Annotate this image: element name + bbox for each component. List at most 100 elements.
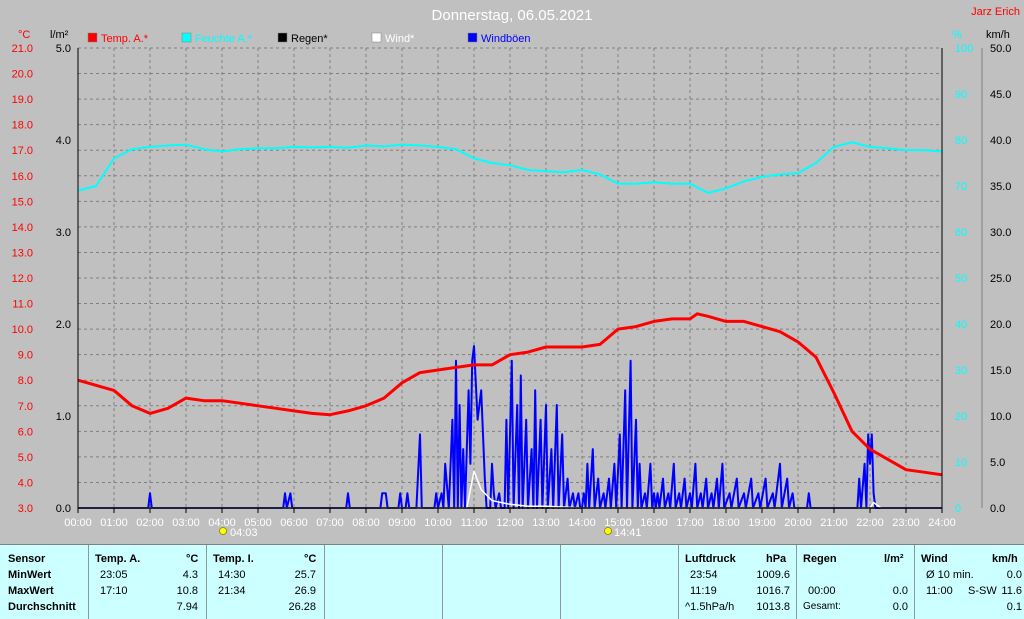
temp-i-min-time: 14:30	[218, 569, 246, 581]
legend-label: Regen*	[291, 33, 328, 45]
humidity-tick-label: 0	[955, 503, 961, 515]
temp-i-avg-value: 26.28	[288, 601, 316, 613]
row-label-max: MaxWert	[8, 585, 54, 597]
table-divider	[324, 545, 325, 619]
wind-tick-label: 40.0	[990, 135, 1011, 147]
humidity-tick-label: 70	[955, 181, 967, 193]
temp-a-avg-value: 7.94	[176, 601, 198, 613]
pressure-max-value: 1016.7	[756, 585, 790, 597]
x-tick-label: 16:00	[640, 517, 668, 529]
chart-axes: 00:00 01:00 02:00 03:00 04:00 05:00 06:00 07:00…	[12, 43, 1012, 529]
temp-tick-label: 12.0	[12, 273, 33, 285]
humidity-tick-label: 100	[955, 43, 973, 55]
legend-swatch	[181, 32, 192, 43]
wind-tick-label: 0.0	[990, 503, 1005, 515]
x-tick-label: 10:00	[424, 517, 452, 529]
temp-tick-label: 7.0	[18, 401, 33, 413]
wind-tick-label: 20.0	[990, 319, 1011, 331]
temp-tick-label: 15.0	[12, 196, 33, 208]
x-tick-label: 00:00	[64, 517, 92, 529]
table-divider	[560, 545, 561, 619]
x-tick-label: 06:00	[280, 517, 308, 529]
x-tick-label: 18:00	[712, 517, 740, 529]
rain-tick-label: 3.0	[56, 227, 71, 239]
temp-tick-label: 9.0	[18, 350, 33, 362]
wind-avg-value: 0.0	[1006, 569, 1022, 581]
wind-tick-label: 45.0	[990, 89, 1011, 101]
temp-a-min-value: 4.3	[182, 569, 198, 581]
temp-tick-label: 10.0	[12, 324, 33, 336]
chart-title: Donnerstag, 06.05.2021	[432, 7, 593, 24]
wind-max-direction: S-SW	[968, 585, 997, 597]
temp-a-max-time: 17:10	[100, 585, 128, 597]
x-tick-label: 14:00	[568, 517, 596, 529]
temp-a-min-time: 23:05	[100, 569, 128, 581]
temp-tick-label: 3.0	[18, 503, 33, 515]
temp-i-unit: °C	[304, 553, 317, 565]
sensor-header: Sensor	[8, 553, 46, 565]
wind-mean-value: 0.1	[1006, 601, 1022, 613]
table-divider	[914, 545, 915, 619]
x-tick-label: 11:00	[461, 517, 488, 529]
temp-a-max-value: 10.8	[176, 585, 198, 597]
sunset-label: 14:41	[614, 527, 642, 539]
x-tick-label: 07:00	[316, 517, 344, 529]
x-tick-label: 09:00	[388, 517, 416, 529]
x-tick-label: 19:00	[748, 517, 776, 529]
temp-i-min-value: 25.7	[294, 569, 316, 581]
x-tick-label: 12:00	[496, 517, 524, 529]
pressure-min-time: 23:54	[690, 569, 718, 581]
table-divider	[442, 545, 443, 619]
rain-max-value: 0.0	[892, 585, 908, 597]
legend-swatch	[467, 32, 478, 43]
sunrise-label: 04:03	[230, 527, 258, 539]
legend-label: Wind*	[385, 33, 415, 45]
wind-avg-label: Ø 10 min.	[926, 569, 974, 581]
table-divider	[88, 545, 89, 619]
legend-swatch	[87, 32, 98, 43]
x-tick-label: 23:00	[892, 517, 920, 529]
temp-i-max-time: 21:34	[218, 585, 246, 597]
rain-tick-label: 2.0	[56, 319, 71, 331]
rain-max-time: 00:00	[808, 585, 836, 597]
sunrise-marker: 04:03	[219, 527, 258, 539]
author-label: Jarz Erich	[971, 6, 1020, 18]
humidity-unit-label: %	[952, 29, 962, 41]
statistics-table: Sensor MinWert MaxWert Durchschnitt Temp…	[0, 544, 1024, 619]
wind-tick-label: 50.0	[990, 43, 1011, 55]
temp-tick-label: 19.0	[12, 94, 33, 106]
temp-a-header: Temp. A.	[95, 553, 141, 565]
x-tick-label: 22:00	[856, 517, 884, 529]
wind-tick-label: 25.0	[990, 273, 1011, 285]
pressure-avg-value: 1013.8	[756, 601, 790, 613]
table-divider	[678, 545, 679, 619]
legend-label: Feuchte A.*	[195, 33, 253, 45]
row-label-avg: Durchschnitt	[8, 601, 76, 613]
wind-unit-label: km/h	[986, 29, 1010, 41]
x-tick-label: 24:00	[928, 517, 956, 529]
legend-label: Temp. A.*	[101, 33, 149, 45]
sunset-marker: 14:41	[604, 527, 642, 539]
table-divider	[206, 545, 207, 619]
wind-tick-label: 30.0	[990, 227, 1011, 239]
temp-tick-label: 16.0	[12, 171, 33, 183]
wind-header: Wind	[921, 553, 948, 565]
humidity-tick-label: 50	[955, 273, 967, 285]
rain-tick-label: 1.0	[56, 411, 71, 423]
x-tick-label: 20:00	[784, 517, 812, 529]
temp-tick-label: 6.0	[18, 426, 33, 438]
x-tick-label: 17:00	[676, 517, 704, 529]
humidity-tick-label: 90	[955, 89, 967, 101]
x-tick-label: 05:00	[244, 517, 272, 529]
humidity-tick-label: 30	[955, 365, 967, 377]
rain-tick-label: 0.0	[56, 503, 71, 515]
temp-tick-label: 21.0	[12, 43, 33, 55]
row-label-min: MinWert	[8, 569, 52, 581]
temp-tick-label: 8.0	[18, 375, 33, 387]
series-line-2	[77, 141, 943, 194]
table-divider	[796, 545, 797, 619]
x-tick-label: 02:00	[136, 517, 164, 529]
x-tick-label: 15:00	[604, 517, 632, 529]
pressure-min-value: 1009.6	[756, 569, 790, 581]
temp-tick-label: 13.0	[12, 247, 33, 259]
